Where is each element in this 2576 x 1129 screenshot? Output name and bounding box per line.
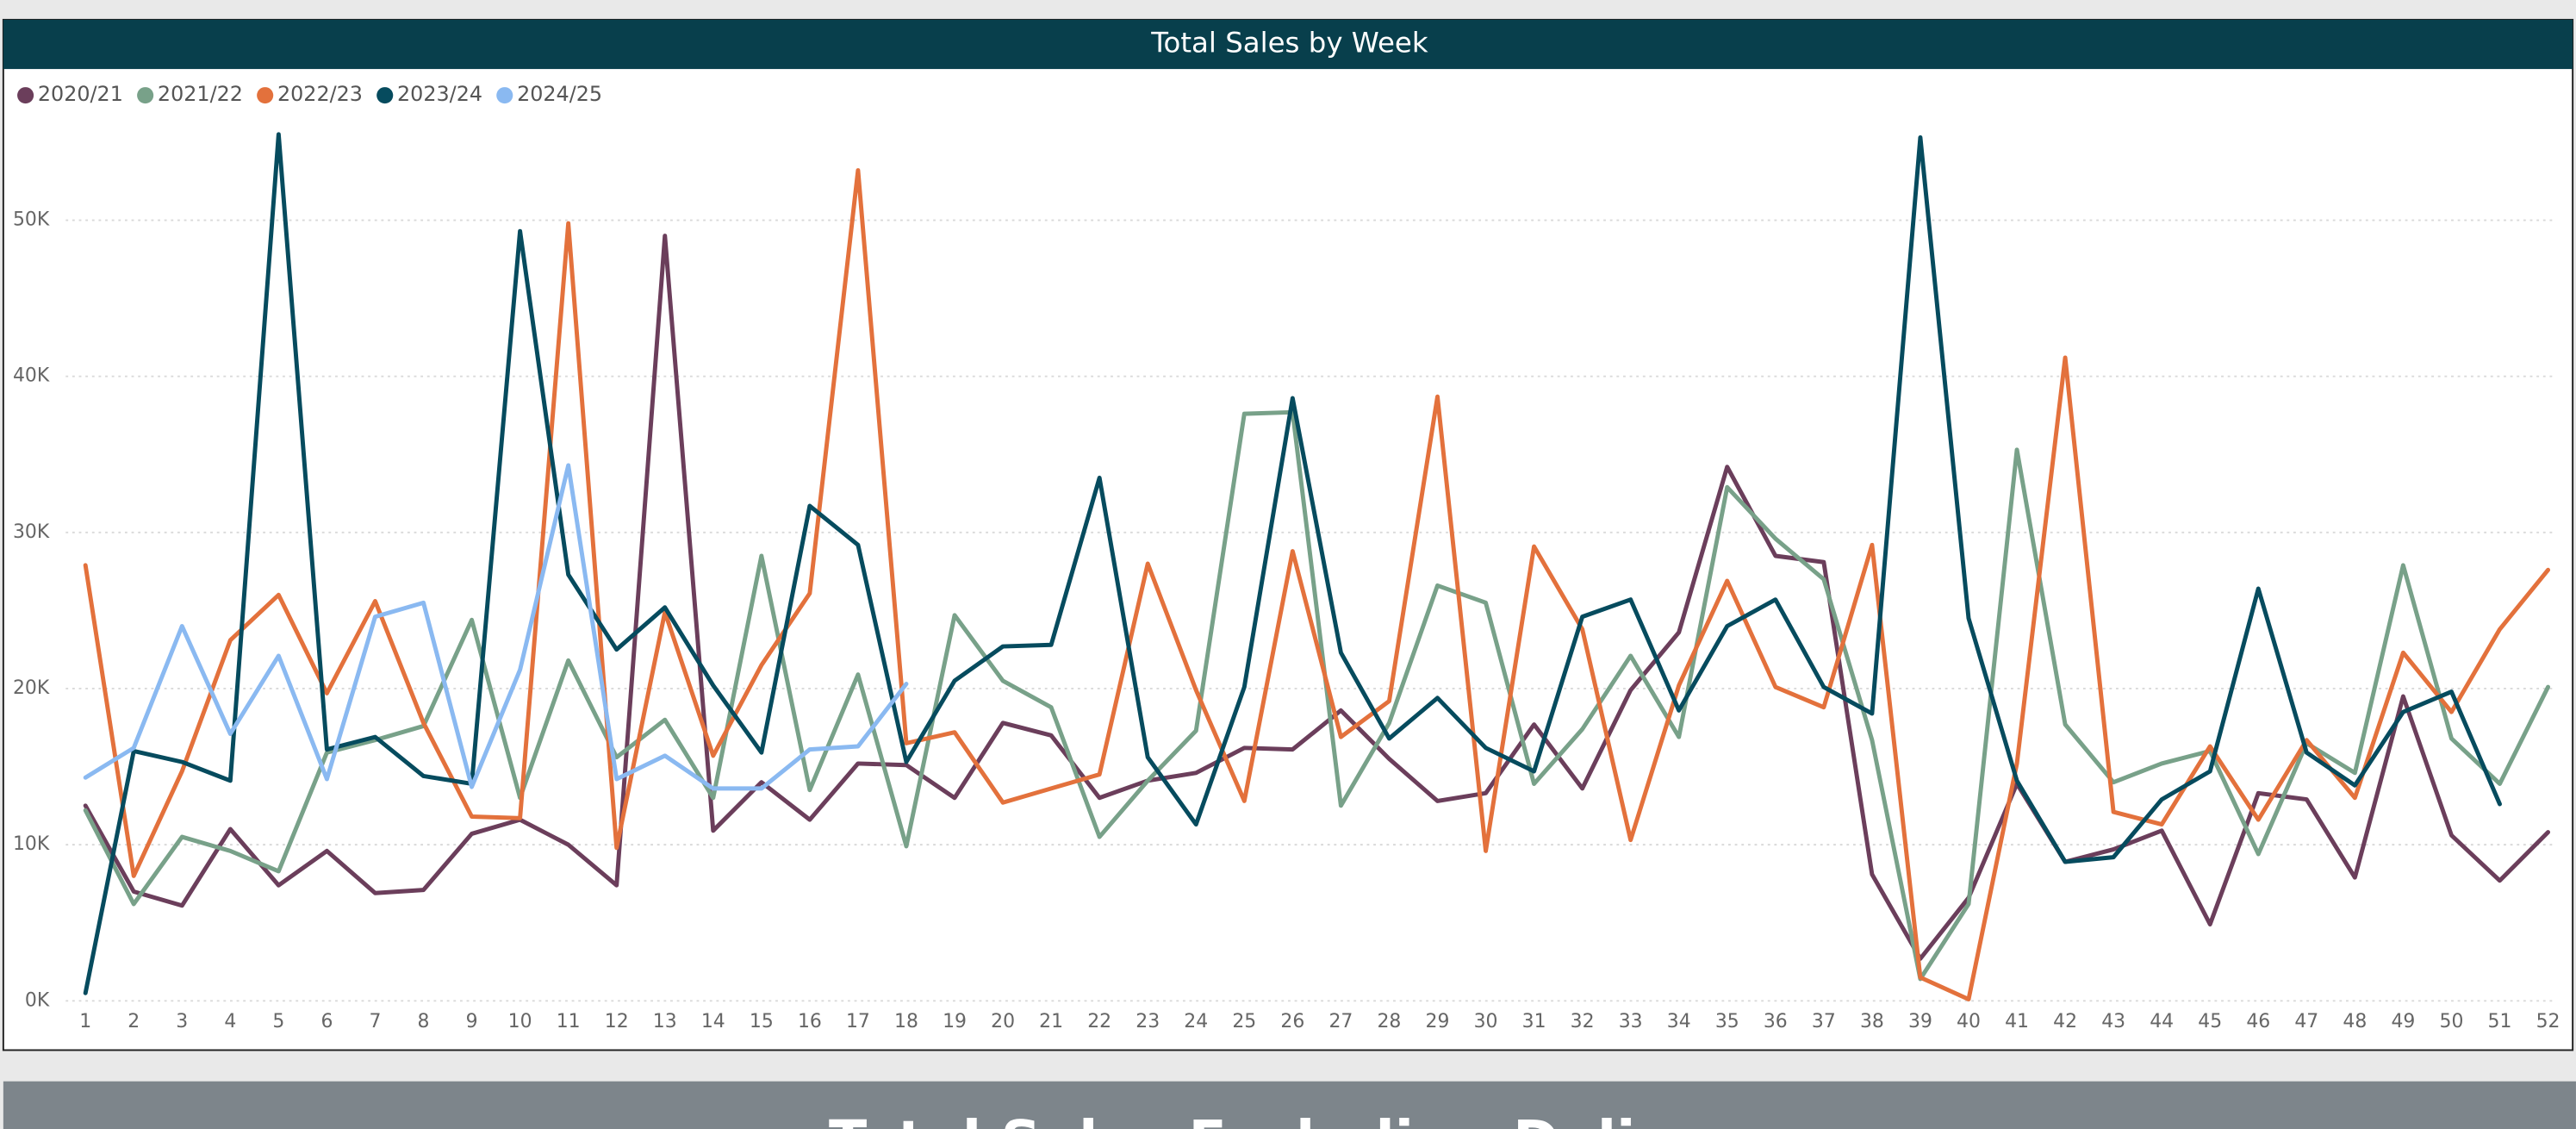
x-tick-label: 38 bbox=[1860, 1011, 1884, 1032]
x-tick-label: 46 bbox=[2246, 1011, 2270, 1032]
x-tick-label: 25 bbox=[1232, 1011, 1256, 1032]
legend-label: 2023/24 bbox=[397, 82, 482, 106]
x-tick-label: 15 bbox=[750, 1011, 774, 1032]
legend-swatch bbox=[376, 87, 394, 104]
series-line bbox=[83, 168, 2551, 1001]
x-tick-label: 51 bbox=[2488, 1011, 2512, 1032]
x-tick-label: 35 bbox=[1715, 1011, 1739, 1032]
x-tick-label: 33 bbox=[1619, 1011, 1643, 1032]
chart-card bbox=[2, 18, 2574, 1051]
y-tick-label: 50K bbox=[13, 209, 50, 231]
x-tick-label: 39 bbox=[1908, 1011, 1932, 1032]
x-tick-label: 29 bbox=[1426, 1011, 1450, 1032]
title-bar bbox=[3, 19, 2573, 70]
x-tick-label: 45 bbox=[2198, 1011, 2222, 1032]
x-tick-label: 20 bbox=[991, 1011, 1015, 1032]
x-tick-label: 6 bbox=[320, 1011, 333, 1032]
x-tick-label: 3 bbox=[176, 1011, 188, 1032]
x-tick-label: 7 bbox=[370, 1011, 382, 1032]
x-tick-label: 22 bbox=[1087, 1011, 1111, 1032]
y-tick-label: 20K bbox=[13, 677, 50, 699]
y-tick-label: 10K bbox=[13, 833, 50, 855]
x-tick-label: 43 bbox=[2101, 1011, 2125, 1032]
x-tick-label: 40 bbox=[1957, 1011, 1981, 1032]
x-tick-label: 26 bbox=[1280, 1011, 1304, 1032]
chart-title: Total Sales by Week bbox=[1150, 26, 1428, 59]
y-tick-label: 40K bbox=[13, 365, 50, 387]
x-tick-label: 49 bbox=[2391, 1011, 2415, 1032]
x-tick-label: 42 bbox=[2053, 1011, 2077, 1032]
x-tick-label: 11 bbox=[557, 1011, 581, 1032]
legend-swatch bbox=[257, 87, 274, 104]
x-tick-label: 50 bbox=[2440, 1011, 2464, 1032]
x-tick-label: 1 bbox=[79, 1011, 91, 1032]
legend-swatch bbox=[137, 87, 154, 104]
legend-label: 2022/23 bbox=[277, 82, 363, 106]
x-tick-label: 21 bbox=[1039, 1011, 1063, 1032]
x-tick-label: 24 bbox=[1184, 1011, 1208, 1032]
x-tick-label: 9 bbox=[466, 1011, 478, 1032]
x-tick-label: 47 bbox=[2294, 1011, 2318, 1032]
legend-label: 2020/21 bbox=[38, 82, 123, 106]
x-tick-label: 31 bbox=[1522, 1011, 1546, 1032]
x-tick-label: 36 bbox=[1764, 1011, 1788, 1032]
x-tick-label: 4 bbox=[224, 1011, 236, 1032]
x-tick-label: 30 bbox=[1474, 1011, 1498, 1032]
x-tick-label: 2 bbox=[128, 1011, 140, 1032]
x-tick-label: 41 bbox=[2005, 1011, 2029, 1032]
x-tick-label: 37 bbox=[1812, 1011, 1836, 1032]
x-tick-label: 32 bbox=[1571, 1011, 1595, 1032]
x-tick-label: 12 bbox=[605, 1011, 629, 1032]
x-tick-label: 5 bbox=[272, 1011, 284, 1032]
next-visual-header bbox=[3, 1081, 2576, 1129]
x-tick-label: 13 bbox=[653, 1011, 677, 1032]
x-tick-label: 52 bbox=[2536, 1011, 2560, 1032]
x-tick-label: 16 bbox=[798, 1011, 822, 1032]
x-tick-label: 28 bbox=[1378, 1011, 1402, 1032]
legend-swatch bbox=[496, 87, 513, 104]
x-tick-label: 14 bbox=[701, 1011, 725, 1032]
x-tick-label: 17 bbox=[846, 1011, 870, 1032]
x-tick-label: 27 bbox=[1328, 1011, 1353, 1032]
series-line bbox=[83, 132, 2502, 995]
x-tick-label: 48 bbox=[2343, 1011, 2367, 1032]
x-tick-label: 44 bbox=[2150, 1011, 2174, 1032]
y-tick-label: 30K bbox=[13, 521, 50, 543]
legend-label: 2024/25 bbox=[517, 82, 602, 106]
x-tick-label: 8 bbox=[418, 1011, 430, 1032]
series-line bbox=[83, 409, 2551, 982]
legend-label: 2021/22 bbox=[158, 82, 243, 106]
x-tick-label: 10 bbox=[508, 1011, 532, 1032]
x-tick-label: 18 bbox=[894, 1011, 918, 1032]
series-line bbox=[83, 463, 909, 791]
x-tick-label: 19 bbox=[943, 1011, 967, 1032]
x-tick-label: 23 bbox=[1136, 1011, 1160, 1032]
y-tick-label: 0K bbox=[25, 989, 50, 1011]
next-visual-title: Total Sales Excluding Deli bbox=[829, 1110, 1635, 1129]
x-tick-label: 34 bbox=[1667, 1011, 1691, 1032]
series-line bbox=[83, 234, 2551, 961]
legend-swatch bbox=[17, 87, 34, 104]
